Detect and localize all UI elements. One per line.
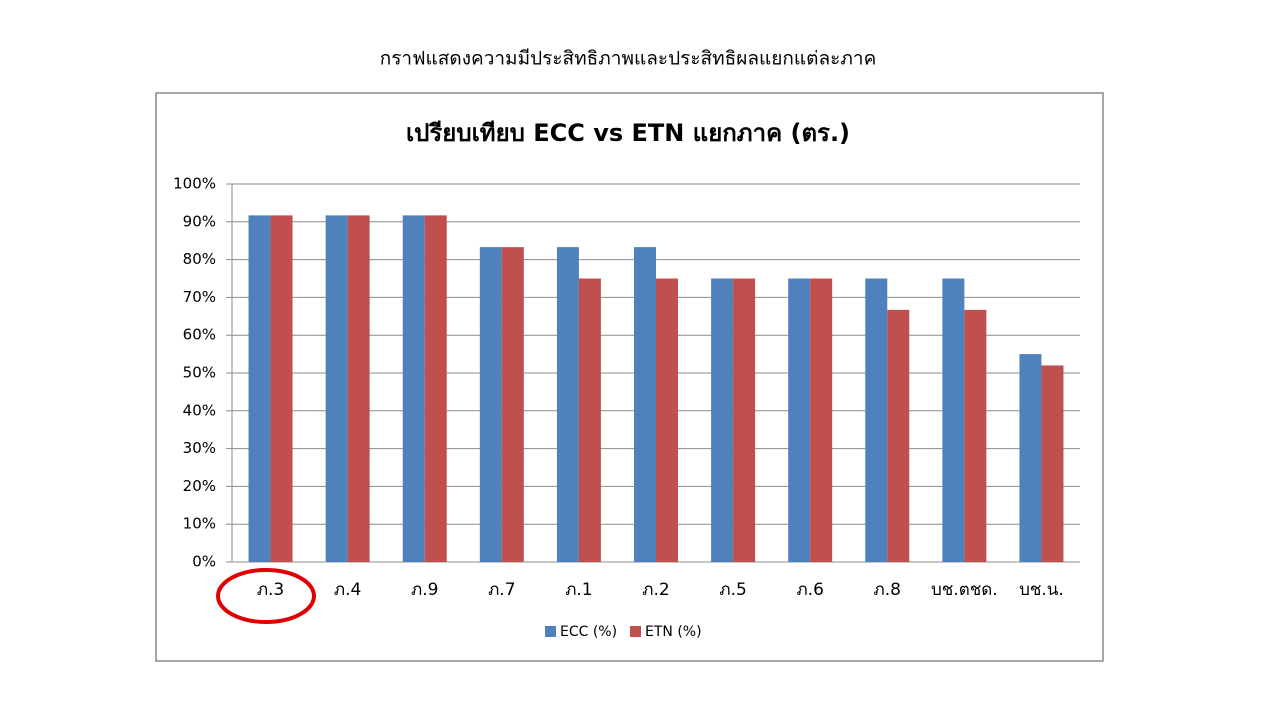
bar (1019, 354, 1042, 562)
bar (865, 278, 888, 562)
bar (733, 278, 756, 562)
x-tick-label: ภ.1 (565, 580, 592, 600)
x-tick-label: ภ.5 (719, 580, 746, 600)
y-tick-label: 10% (183, 515, 216, 533)
bar (942, 278, 965, 562)
plot: 0% 10% 20% 30% 40% 50% 60% 70% 80% 90% 100% ภ.3 ภ.4 ภ… (173, 175, 1080, 640)
bar (634, 247, 656, 562)
bar (501, 247, 524, 562)
x-tick-label: ภ.8 (874, 580, 901, 600)
x-tick-label: ภ.4 (334, 580, 361, 600)
x-tick-label: ภ.7 (488, 580, 515, 600)
bar (347, 215, 370, 562)
legend-swatch (630, 626, 641, 637)
y-tick-label: 60% (183, 326, 216, 344)
y-tick-label: 20% (183, 477, 216, 495)
bar (424, 215, 447, 562)
y-tick-label: 70% (183, 288, 216, 306)
bar (270, 215, 293, 562)
bar (479, 247, 502, 562)
bar (556, 247, 579, 562)
x-tick-label: บช.น. (1019, 580, 1064, 600)
legend-label: ETN (%) (645, 624, 702, 640)
bar (248, 215, 271, 562)
slide-title: กราฟแสดงความมีประสิทธิภาพและประสิทธิผลแย… (380, 48, 877, 70)
x-tick-label: ภ.9 (411, 580, 438, 600)
x-tick-label: ภ.6 (796, 580, 823, 600)
bar (1041, 365, 1064, 562)
chart-title: เปรียบเทียบ ECC vs ETN แยกภาค (ตร.) (406, 119, 850, 147)
bar (711, 278, 734, 562)
bar (964, 309, 987, 562)
bar (810, 278, 833, 562)
highlight-circle (216, 568, 316, 624)
legend-label: ECC (%) (560, 624, 617, 640)
legend-swatch (545, 626, 556, 637)
y-tick-label: 40% (183, 401, 216, 419)
bar (887, 309, 910, 562)
bar (578, 278, 601, 562)
y-tick-label: 90% (183, 212, 216, 230)
y-tick-label: 50% (183, 364, 216, 382)
x-tick-label: ภ.2 (642, 580, 669, 600)
bar (788, 278, 811, 562)
y-tick-label: 30% (183, 439, 216, 457)
bar (325, 215, 348, 562)
bar (656, 278, 678, 562)
y-tick-label: 0% (192, 553, 216, 571)
x-tick-label: ภ.3 (257, 580, 284, 600)
x-tick-label: บช.ตชด. (931, 580, 998, 600)
y-tick-label: 80% (183, 250, 216, 268)
bar (402, 215, 425, 562)
y-tick-label: 100% (173, 175, 216, 193)
